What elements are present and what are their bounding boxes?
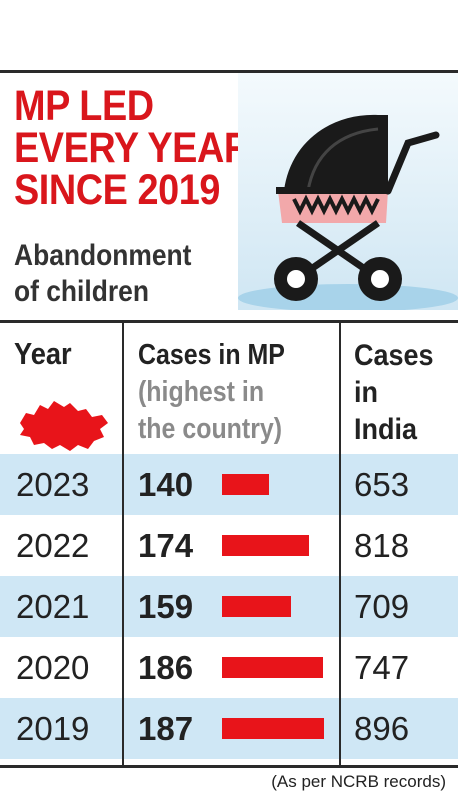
- headline-line: SINCE 2019: [14, 166, 220, 214]
- col-header-india: Cases in India: [354, 323, 444, 454]
- india-cases-cell: 709: [354, 588, 410, 625]
- infographic-card: MP LED EVERY YEAR SINCE 2019 Abandonment…: [0, 70, 458, 768]
- headline: MP LED EVERY YEAR SINCE 2019: [14, 82, 269, 214]
- pram-basket-trim: [292, 194, 380, 216]
- mp-cases-cell: 187: [138, 710, 194, 747]
- header: MP LED EVERY YEAR SINCE 2019 Abandonment…: [0, 73, 458, 323]
- col-header-year: Year: [14, 323, 102, 454]
- pram-canopy: [284, 114, 388, 191]
- year-cell: 2020: [16, 649, 90, 686]
- mp-cases-cell: 140: [138, 466, 194, 503]
- col-header-india-line: in: [354, 376, 379, 409]
- year-cell: 2019: [16, 710, 90, 747]
- mp-cases-bar: [222, 657, 323, 678]
- header-divider: [0, 320, 458, 323]
- table-row: 2021 159 709: [0, 576, 458, 637]
- col-header-year-text: Year: [14, 336, 72, 371]
- year-cell: 2022: [16, 527, 90, 564]
- india-cases-cell: 653: [354, 466, 410, 503]
- subtitle-line: of children: [14, 275, 149, 308]
- pram-wheel-left-hub: [287, 270, 305, 288]
- pram-rim: [276, 187, 390, 194]
- col-header-india-line: India: [354, 413, 418, 446]
- india-cases-cell: 896: [354, 710, 410, 747]
- col-header-mp-line: Cases in MP: [138, 339, 285, 371]
- year-cell: 2023: [16, 466, 90, 503]
- pram-wheel-right-hub: [371, 270, 389, 288]
- mp-cases-cell: 174: [138, 527, 194, 564]
- col-header-mp: Cases in MP (highest in the country): [138, 323, 319, 454]
- pram-handle: [384, 131, 440, 195]
- table-row: 2023 140 653: [0, 454, 458, 515]
- madhya-pradesh-map-icon: [20, 401, 108, 451]
- table-row: 2019 187 896: [0, 698, 458, 759]
- subtitle-line: Abandonment: [14, 239, 192, 272]
- data-table: Year Cases in MP (highest in the country…: [0, 323, 458, 765]
- mp-cases-bar: [222, 474, 269, 495]
- column-divider: [122, 323, 124, 765]
- table-row: 2022 174 818: [0, 515, 458, 576]
- column-divider: [339, 323, 341, 765]
- mp-cases-bar: [222, 596, 291, 617]
- headline-line: MP LED: [14, 82, 154, 130]
- headline-line: EVERY YEAR: [14, 124, 251, 172]
- col-header-mp-line: (highest in: [138, 376, 265, 408]
- pram-canopy-rib: [306, 127, 379, 192]
- year-cell: 2021: [16, 588, 90, 625]
- pram-icon: [238, 73, 458, 310]
- mp-cases-cell: 159: [138, 588, 194, 625]
- india-cases-cell: 818: [354, 527, 410, 564]
- subtitle: Abandonment of children: [14, 238, 243, 310]
- mp-cases-cell: 186: [138, 649, 194, 686]
- mp-cases-bar: [222, 718, 324, 739]
- col-header-mp-line: the country): [138, 413, 283, 445]
- col-header-india-line: Cases: [354, 339, 434, 372]
- table-row: 2020 186 747: [0, 637, 458, 698]
- mp-cases-bar: [222, 535, 309, 556]
- source-note: (As per NCRB records): [271, 772, 446, 791]
- india-cases-cell: 747: [354, 649, 410, 686]
